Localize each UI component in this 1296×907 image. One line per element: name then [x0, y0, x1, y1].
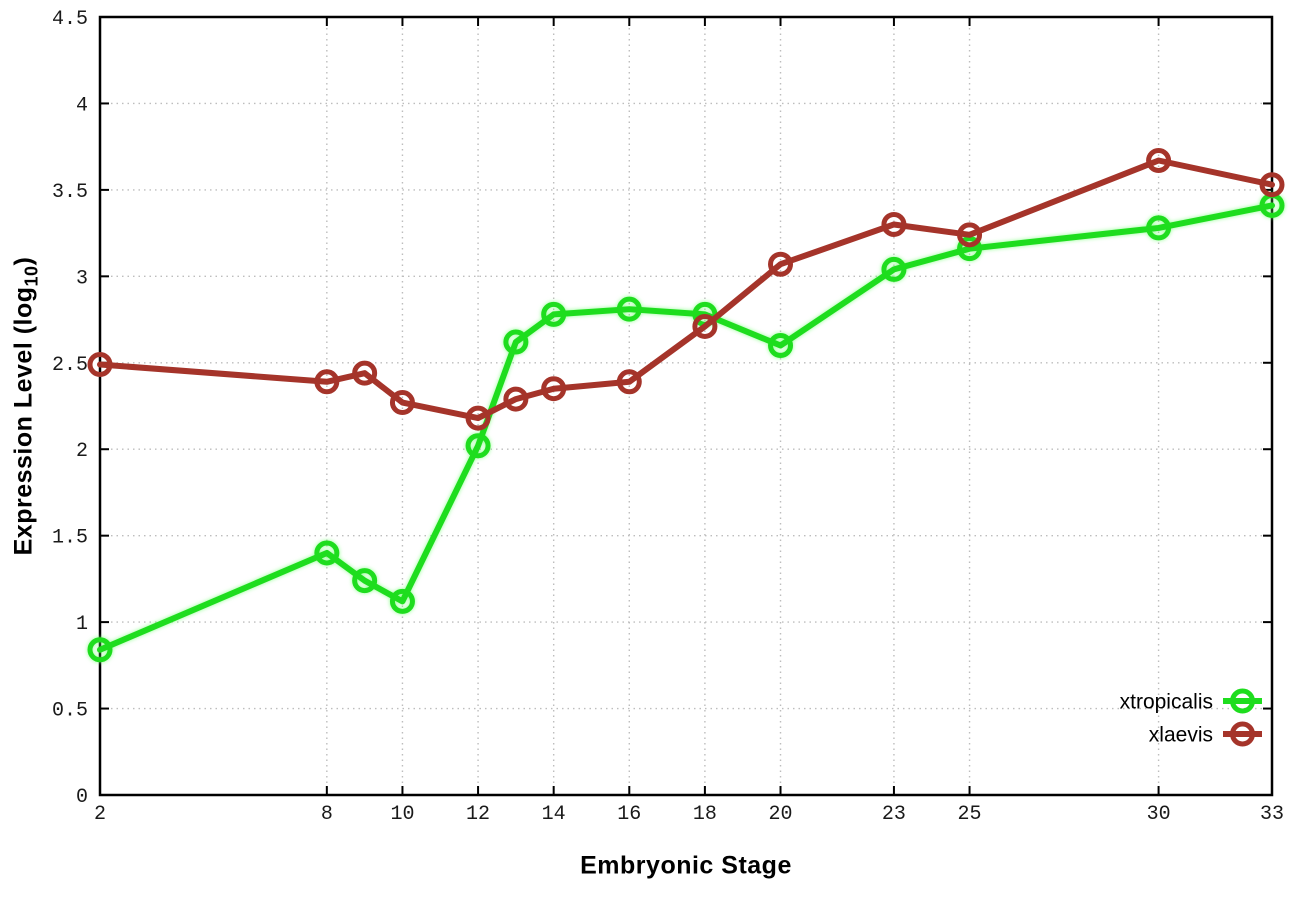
x-tick-label: 18 [693, 803, 717, 826]
series-xtropicalis [87, 192, 1285, 663]
series-line-xtropicalis [97, 202, 1275, 653]
data-point-xlaevis [957, 222, 983, 248]
x-tick-label: 30 [1147, 803, 1171, 826]
data-point-xtropicalis [881, 256, 907, 282]
data-point-xlaevis [881, 211, 907, 237]
data-point-xlaevis [541, 376, 567, 402]
y-tick-label: 0 [76, 786, 88, 809]
y-tick-label: 4 [76, 94, 88, 117]
y-tick-label: 1.5 [52, 527, 88, 550]
legend-marker-xlaevis [1230, 721, 1255, 747]
x-tick-label: 8 [321, 803, 333, 826]
x-tick-label: 20 [769, 803, 793, 826]
data-point-xtropicalis [314, 540, 340, 566]
plot-border [98, 15, 1274, 797]
y-tick-label: 1 [76, 613, 88, 636]
tick-labels: 0 0.5 1 1.5 2 2.5 3 3.5 4 4.5 2 8 10 12 14 16 18 20 23 25 30… [52, 8, 1284, 826]
x-tick-label: 25 [958, 803, 982, 826]
y-tick-label: 3 [76, 267, 88, 290]
legend-label-xlaevis: xlaevis [1149, 723, 1213, 746]
x-tick-label: 23 [882, 803, 906, 826]
y-tick-label: 2.5 [52, 354, 88, 377]
data-point-xtropicalis [541, 301, 567, 327]
x-axis-title: Embryonic Stage [580, 851, 792, 880]
grid-lines [100, 17, 1272, 795]
data-point-xlaevis [314, 369, 340, 395]
y-tick-label: 3.5 [52, 181, 88, 204]
data-point-xlaevis [616, 369, 642, 395]
y-axis-title: Expression Level (log10) [10, 257, 43, 556]
data-point-xtropicalis [87, 637, 113, 663]
data-point-xlaevis [87, 352, 113, 378]
x-tick-label: 33 [1260, 803, 1284, 826]
x-tick-label: 12 [466, 803, 490, 826]
data-point-xtropicalis [352, 568, 378, 594]
data-point-xlaevis [768, 251, 794, 277]
x-tick-label: 10 [390, 803, 414, 826]
data-point-xlaevis [465, 405, 491, 431]
y-axis-title-close: ) [9, 256, 38, 266]
data-point-xtropicalis [1146, 215, 1172, 241]
x-tick-label: 16 [617, 803, 641, 826]
legend-marker-xtropicalis [1230, 688, 1255, 714]
y-tick-label: 4.5 [52, 8, 88, 31]
y-axis-title-text: Expression Level (log [9, 286, 38, 556]
data-point-xtropicalis [616, 296, 642, 322]
data-point-xlaevis [503, 386, 529, 412]
series-xlaevis [87, 147, 1285, 431]
data-point-xlaevis [1146, 147, 1172, 173]
x-tick-label: 2 [94, 803, 106, 826]
legend: xtropicalis xlaevis [1120, 688, 1262, 747]
x-tick-label: 14 [542, 803, 566, 826]
y-tick-label: 2 [76, 440, 88, 463]
data-point-xtropicalis [503, 329, 529, 355]
y-axis-title-subscript: 10 [21, 265, 42, 287]
legend-label-xtropicalis: xtropicalis [1120, 690, 1213, 713]
series-line-xlaevis [97, 157, 1275, 422]
data-point-xtropicalis [465, 433, 491, 459]
data-point-xlaevis [389, 390, 415, 416]
axis-ticks [99, 16, 1273, 796]
data-point-xlaevis [692, 313, 718, 339]
data-point-xtropicalis [389, 588, 415, 614]
data-point-xtropicalis [957, 236, 983, 262]
data-point-xtropicalis [768, 332, 794, 358]
y-tick-label: 0.5 [52, 700, 88, 723]
data-point-xlaevis [1259, 172, 1285, 198]
data-point-xlaevis [352, 360, 378, 386]
